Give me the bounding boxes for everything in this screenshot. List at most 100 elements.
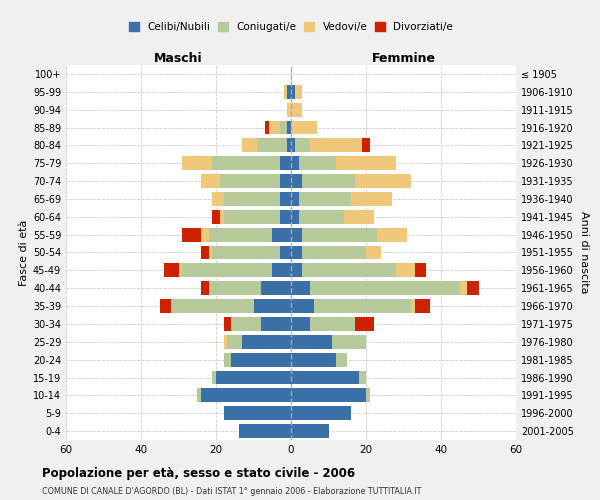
Bar [291,264,302,278]
Bar [223,335,227,349]
Bar [182,264,272,278]
Bar [302,264,396,278]
Bar [291,228,302,241]
Bar [291,388,366,402]
Bar [223,352,231,366]
Bar [366,246,381,260]
Bar [197,388,201,402]
Bar [310,317,355,331]
Bar [295,138,310,152]
Bar [280,156,291,170]
Bar [332,335,366,349]
Bar [212,192,223,206]
Y-axis label: Fasce di età: Fasce di età [19,220,29,286]
Bar [239,424,291,438]
Bar [163,264,179,278]
Bar [257,138,287,152]
Bar [299,192,351,206]
Bar [291,210,299,224]
Bar [254,299,291,313]
Bar [291,174,302,188]
Bar [415,299,430,313]
Bar [302,246,366,260]
Bar [272,228,291,241]
Bar [460,281,467,295]
Bar [291,138,295,152]
Bar [467,281,479,295]
Bar [314,299,411,313]
Bar [299,210,343,224]
Bar [287,102,291,117]
Bar [415,264,426,278]
Bar [291,192,299,206]
Bar [291,299,314,313]
Bar [280,246,291,260]
Bar [209,228,272,241]
Bar [220,210,223,224]
Bar [343,210,373,224]
Bar [355,317,373,331]
Legend: Celibi/Nubili, Coniugati/e, Vedovi/e, Divorziati/e: Celibi/Nubili, Coniugati/e, Vedovi/e, Di… [125,18,457,36]
Bar [212,370,216,384]
Bar [280,192,291,206]
Bar [231,352,291,366]
Bar [310,281,460,295]
Bar [302,174,355,188]
Bar [299,156,336,170]
Bar [377,228,407,241]
Bar [280,120,287,134]
Bar [336,156,396,170]
Bar [220,174,280,188]
Bar [265,120,269,134]
Bar [223,210,280,224]
Bar [336,352,347,366]
Bar [291,156,299,170]
Bar [223,317,231,331]
Text: Femmine: Femmine [371,52,436,65]
Bar [160,299,171,313]
Text: Popolazione per età, sesso e stato civile - 2006: Popolazione per età, sesso e stato civil… [42,468,355,480]
Bar [201,388,291,402]
Bar [291,246,302,260]
Bar [302,228,377,241]
Bar [287,138,291,152]
Bar [291,335,332,349]
Bar [291,281,310,295]
Bar [261,317,291,331]
Bar [212,156,280,170]
Bar [295,85,302,99]
Bar [362,138,370,152]
Bar [272,264,291,278]
Bar [223,192,280,206]
Bar [179,264,182,278]
Bar [280,174,291,188]
Bar [287,85,291,99]
Bar [284,85,287,99]
Bar [355,174,411,188]
Bar [212,210,220,224]
Text: Maschi: Maschi [154,52,203,65]
Bar [227,335,242,349]
Bar [291,85,295,99]
Bar [242,138,257,152]
Bar [291,352,336,366]
Bar [287,120,291,134]
Bar [291,370,359,384]
Bar [242,335,291,349]
Bar [396,264,415,278]
Bar [201,246,209,260]
Bar [366,388,370,402]
Bar [280,210,291,224]
Bar [261,281,291,295]
Bar [291,120,317,134]
Bar [201,228,209,241]
Text: COMUNE DI CANALE D'AGORDO (BL) - Dati ISTAT 1° gennaio 2006 - Elaborazione TUTTI: COMUNE DI CANALE D'AGORDO (BL) - Dati IS… [42,488,421,496]
Bar [291,317,310,331]
Bar [291,102,302,117]
Bar [182,228,201,241]
Bar [310,138,362,152]
Bar [291,406,351,420]
Bar [231,317,261,331]
Bar [216,370,291,384]
Bar [351,192,392,206]
